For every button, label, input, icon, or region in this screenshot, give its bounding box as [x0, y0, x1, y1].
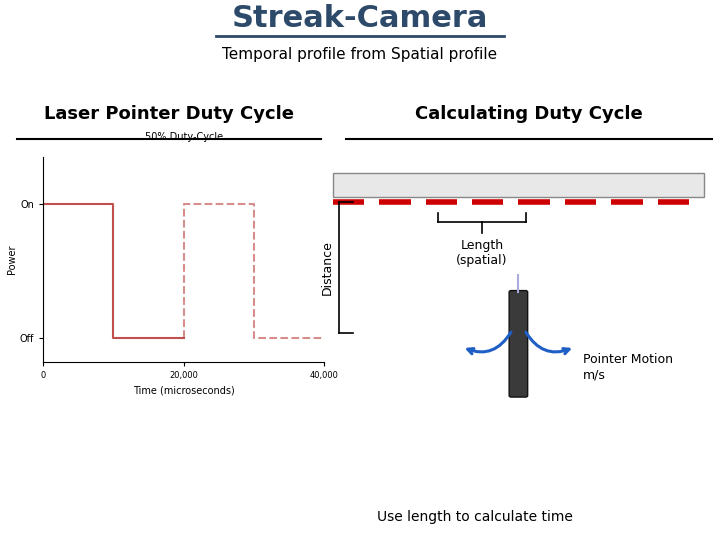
Text: 50% Duty-Cycle: 50% Duty-Cycle — [145, 132, 222, 142]
Text: Laser Pointer Duty Cycle: Laser Pointer Duty Cycle — [44, 105, 294, 123]
Text: Pointer Motion
m/s: Pointer Motion m/s — [583, 353, 673, 381]
X-axis label: Time (microseconds): Time (microseconds) — [132, 386, 235, 395]
Text: Distance: Distance — [321, 240, 334, 295]
Bar — [333, 173, 704, 197]
Text: Length
(spatial): Length (spatial) — [456, 239, 508, 267]
Text: Streak-Camera: Streak-Camera — [232, 4, 488, 33]
Text: Calculating Duty Cycle: Calculating Duty Cycle — [415, 105, 643, 123]
Y-axis label: Power: Power — [7, 245, 17, 274]
FancyBboxPatch shape — [509, 291, 528, 397]
Text: Temporal profile from Spatial profile: Temporal profile from Spatial profile — [222, 47, 498, 62]
Text: Use length to calculate time: Use length to calculate time — [377, 510, 573, 524]
